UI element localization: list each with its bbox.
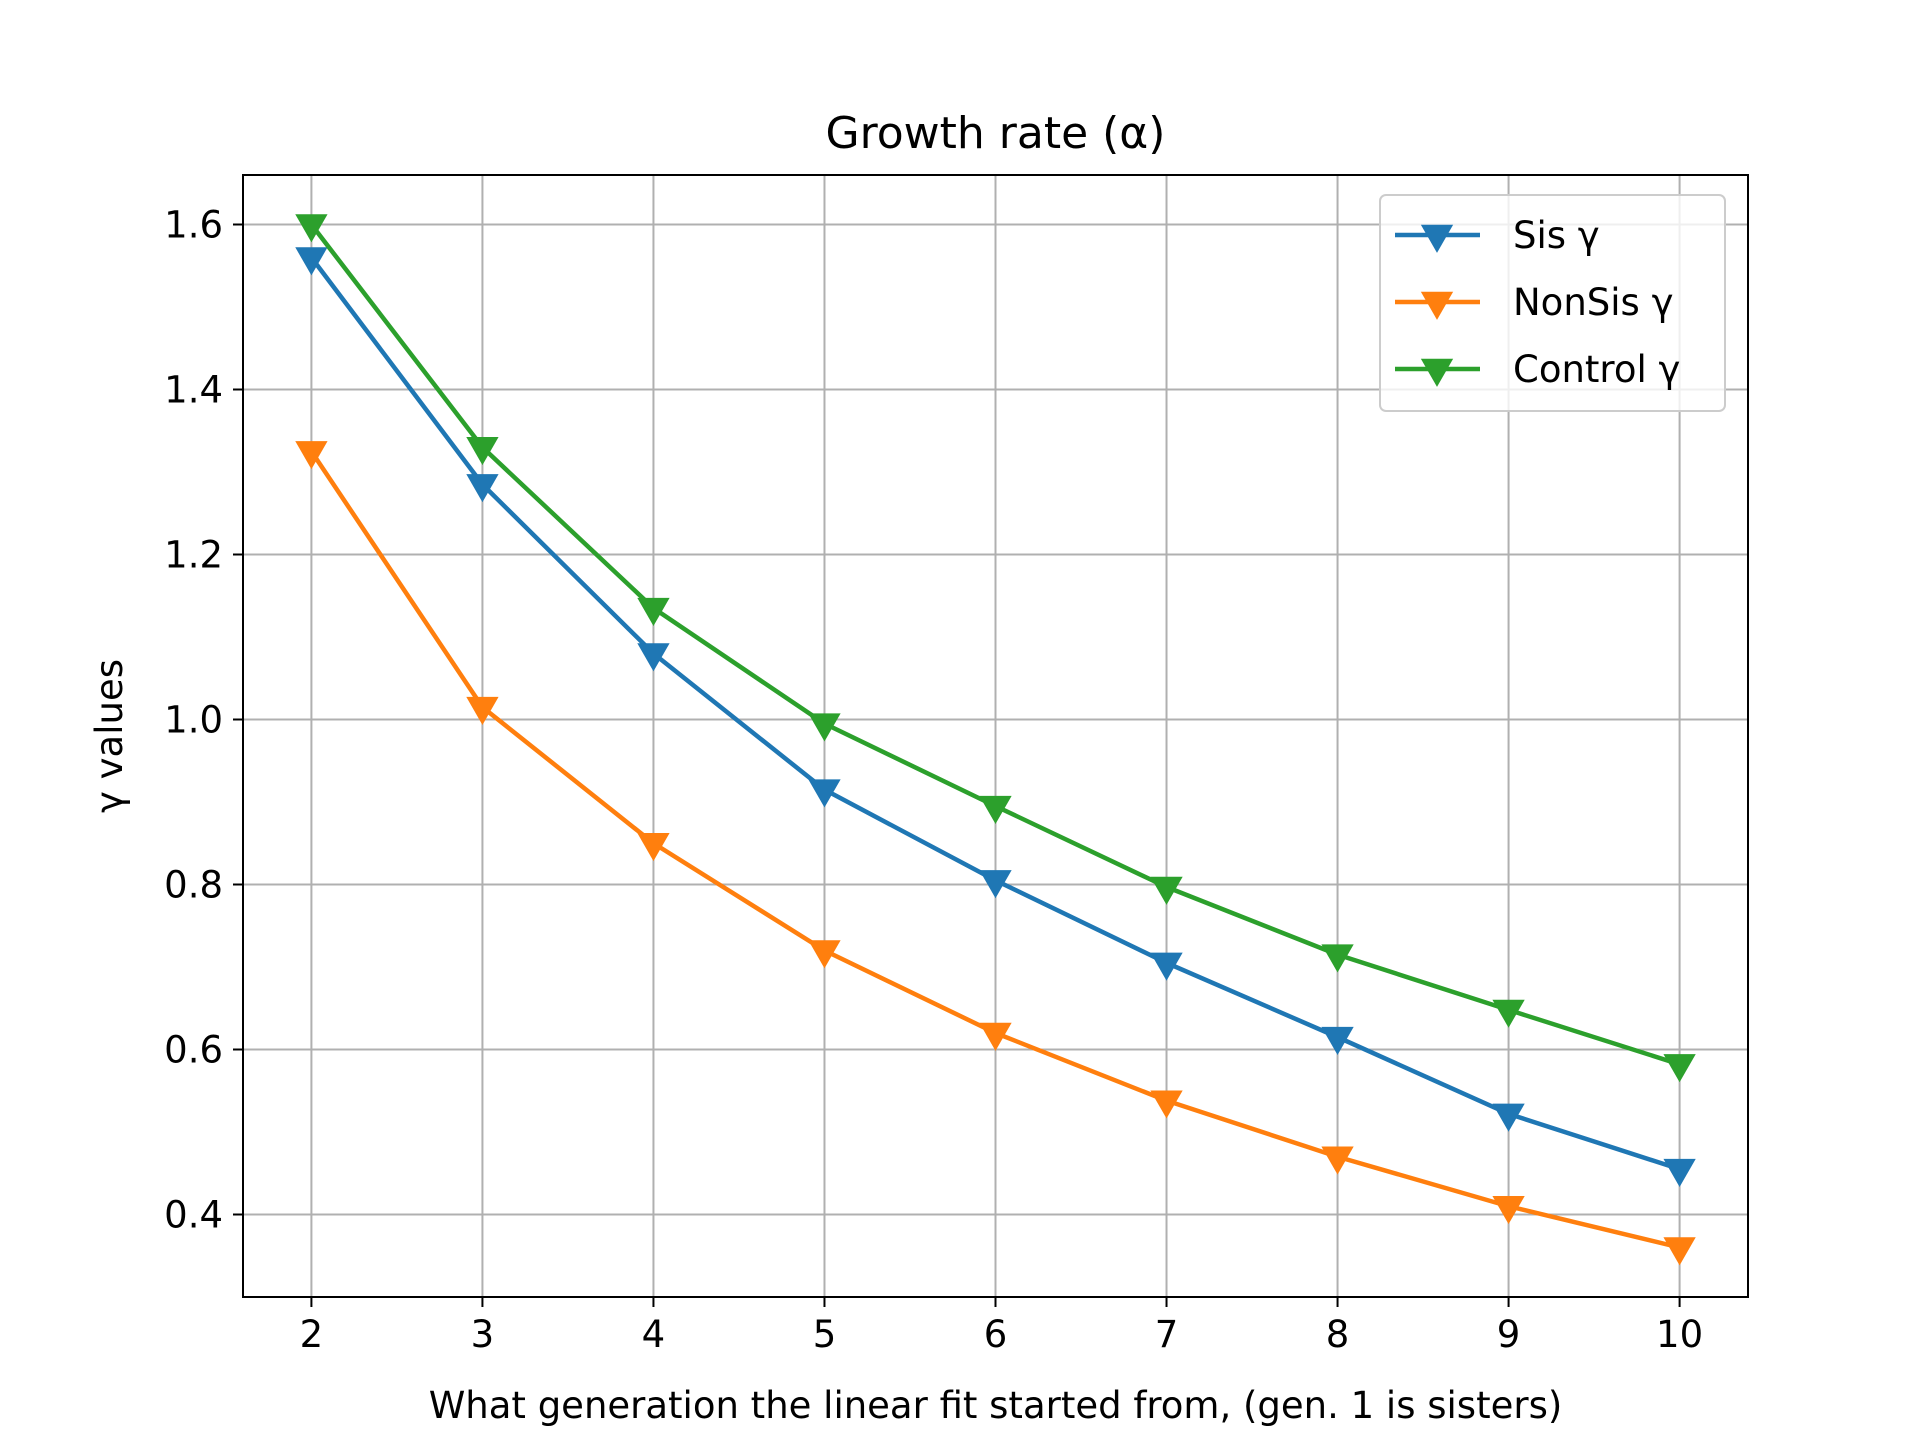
series-1 — [295, 441, 1696, 1266]
y-tick-label: 0.6 — [164, 1029, 223, 1072]
legend-marker — [1420, 291, 1454, 320]
data-point — [1150, 1090, 1183, 1119]
data-point — [637, 643, 670, 672]
y-tick-label: 1.6 — [164, 204, 223, 247]
x-tick-label: 6 — [984, 1313, 1008, 1356]
x-tick-label: 10 — [1656, 1313, 1703, 1356]
y-tick-label: 1.0 — [164, 699, 223, 742]
series-2 — [295, 214, 1696, 1083]
data-point — [808, 713, 841, 742]
data-point — [979, 1022, 1012, 1051]
legend-item: Control γ — [1395, 348, 1680, 391]
series-layer — [295, 214, 1696, 1266]
data-point — [1663, 1237, 1696, 1266]
data-point — [637, 833, 670, 862]
x-tick-label: 7 — [1155, 1313, 1179, 1356]
data-point — [295, 441, 328, 470]
legend-marker — [1420, 358, 1454, 387]
data-point — [1492, 1196, 1525, 1225]
data-point — [979, 870, 1012, 899]
data-point — [808, 940, 841, 969]
data-point — [1492, 1103, 1525, 1132]
data-point — [466, 474, 499, 503]
data-point — [808, 779, 841, 808]
y-tick-label: 0.4 — [164, 1194, 223, 1237]
legend-label: Control γ — [1513, 348, 1680, 391]
x-tick-label: 8 — [1326, 1313, 1350, 1356]
x-tick-label: 3 — [471, 1313, 495, 1356]
chart-title: Growth rate (α) — [826, 108, 1166, 159]
data-point — [466, 437, 499, 466]
y-tick-label: 0.8 — [164, 864, 223, 907]
data-point — [1321, 944, 1354, 973]
legend-label: NonSis γ — [1513, 281, 1673, 324]
legend-item: Sis γ — [1395, 214, 1600, 257]
legend-marker — [1420, 224, 1454, 253]
x-tick-label: 5 — [813, 1313, 837, 1356]
legend: Sis γ NonSis γ Control γ — [1379, 194, 1726, 412]
series-0 — [295, 247, 1696, 1187]
data-point — [295, 214, 328, 243]
x-axis-label: What generation the linear fit started f… — [429, 1384, 1563, 1427]
ticks: 2 3 4 5 6 7 8 9 10 0.4 0.6 0.8 1.0 1.2 1.4 1.6 — [164, 204, 1703, 1357]
data-point — [1663, 1158, 1696, 1187]
x-tick-label: 4 — [642, 1313, 666, 1356]
data-point — [1150, 876, 1183, 905]
data-point — [1492, 999, 1525, 1028]
legend-label: Sis γ — [1513, 214, 1600, 257]
legend-item: NonSis γ — [1395, 281, 1673, 324]
data-point — [1321, 1026, 1354, 1055]
y-tick-label: 1.4 — [164, 369, 223, 412]
data-point — [295, 247, 328, 276]
data-point — [637, 597, 670, 626]
data-point — [1150, 952, 1183, 981]
legend-box — [1379, 194, 1726, 412]
y-tick-label: 1.2 — [164, 534, 223, 577]
y-axis-label: γ values — [88, 659, 131, 813]
data-point — [466, 696, 499, 725]
x-tick-label: 9 — [1497, 1313, 1521, 1356]
data-point — [979, 795, 1012, 824]
data-point — [1663, 1054, 1696, 1083]
data-point — [1321, 1146, 1354, 1175]
x-tick-label: 2 — [300, 1313, 324, 1356]
